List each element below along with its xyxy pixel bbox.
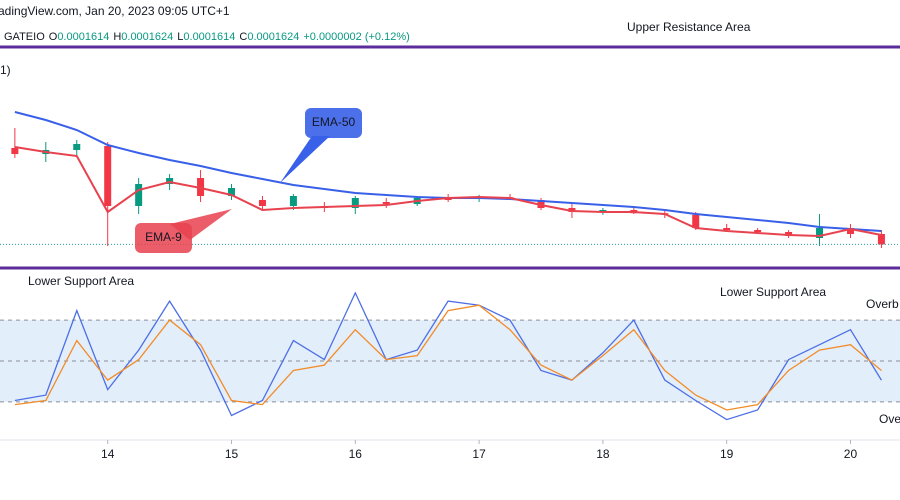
change: +0.0000002 (+0.12%)	[303, 31, 410, 43]
candle-body	[351, 198, 359, 208]
candle-body	[816, 228, 824, 238]
annotation: Lower Support Area	[28, 274, 134, 288]
x-tick-label: 20	[844, 447, 858, 461]
ohlc-open: O0.0001614	[48, 31, 110, 43]
ohlc-low: L0.0001614	[177, 31, 236, 43]
annotation: Ove	[879, 412, 900, 426]
x-tick-label: 17	[472, 447, 486, 461]
annotation: Lower Support Area	[720, 285, 826, 299]
x-tick-label: 14	[101, 447, 115, 461]
candle-body	[846, 228, 854, 234]
candle-body	[754, 230, 762, 232]
ohlc-close: C0.0001624	[239, 31, 300, 43]
x-tick-label: 15	[225, 447, 239, 461]
annotation: Overb	[866, 297, 899, 311]
ema9-label: EMA-9	[145, 230, 182, 244]
candle-body	[692, 214, 700, 228]
ema50-label: EMA-50	[312, 115, 356, 129]
symbol: GATEIO	[4, 31, 45, 43]
candle-body	[382, 202, 390, 204]
annotation: Upper Resistance Area	[627, 20, 751, 34]
stoch-line	[14, 291, 882, 421]
time-axis-bg	[0, 440, 900, 500]
ohlc-high: H0.0001624	[113, 31, 174, 43]
source-line: adingView.com, Jan 20, 2023 09:05 UTC+1	[0, 4, 230, 18]
x-tick-label: 19	[720, 447, 734, 461]
candle-body	[227, 188, 235, 196]
candle-body	[289, 196, 297, 206]
interval-fragment: 1)	[0, 63, 11, 77]
candle-body	[723, 228, 731, 230]
x-tick-label: 18	[596, 447, 610, 461]
candle-body	[73, 144, 81, 150]
ema50-callout-pointer	[280, 136, 330, 183]
candle-body	[135, 184, 143, 206]
candle-body	[877, 234, 885, 245]
ema50-callout	[305, 108, 362, 138]
stoch-line	[14, 304, 882, 411]
candle-body	[258, 200, 266, 206]
candle-body	[11, 148, 19, 154]
ema9-callout	[135, 223, 192, 253]
candle-body	[104, 146, 112, 206]
ohlc-line: GATEIO O0.0001614 H0.0001624 L0.0001614 …	[4, 31, 410, 43]
ema-line	[14, 111, 882, 232]
x-tick-label: 16	[349, 447, 363, 461]
ema-line	[14, 146, 882, 238]
